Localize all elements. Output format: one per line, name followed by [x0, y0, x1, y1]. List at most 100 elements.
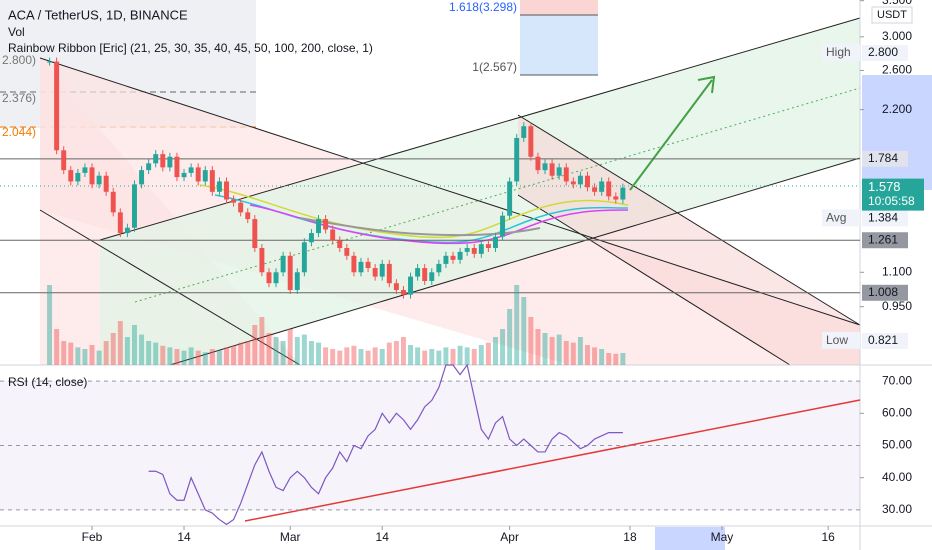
last-price-tag [862, 178, 924, 211]
trend-line [244, 399, 861, 522]
volume-bar [365, 350, 371, 365]
volume-bar [386, 342, 392, 365]
x-tick-label: 16 [821, 530, 835, 544]
candle [492, 236, 498, 248]
level-tag-label: 1.008 [868, 285, 898, 299]
volume-bar [415, 347, 421, 365]
candle [188, 167, 194, 173]
x-tick-label: 14 [177, 530, 191, 544]
candle [443, 255, 449, 264]
candle [209, 170, 215, 192]
volume-bar [195, 350, 201, 365]
volume-bar [372, 347, 378, 365]
volume-bar [160, 345, 166, 365]
volume-bar [316, 342, 321, 365]
candle [620, 187, 626, 200]
volume-bar [570, 342, 576, 365]
volume-bar [613, 353, 619, 365]
y-tick-label: 2.600 [882, 63, 912, 77]
stat-name: Low [826, 333, 848, 347]
candle [485, 244, 491, 248]
volume-bar [514, 285, 520, 365]
volume-bar [606, 353, 612, 365]
candle [500, 215, 506, 237]
stat-name: High [826, 45, 851, 59]
level-tag-label: 1.261 [868, 232, 898, 246]
volume-bar [146, 341, 152, 365]
stat-box [822, 331, 860, 349]
stat-label: 0.821 [868, 333, 898, 347]
volume-bar [478, 345, 484, 365]
volume-bar [259, 317, 265, 365]
volume-bar [103, 341, 109, 365]
candle [103, 175, 109, 192]
candle [110, 191, 116, 213]
candle [521, 126, 527, 138]
candle [563, 167, 569, 182]
volume-bar [344, 347, 350, 365]
candle [139, 170, 145, 185]
volume-bar [535, 329, 541, 365]
fib-label: 1.618(3.298) [449, 0, 517, 14]
candle [287, 255, 293, 291]
y-tick-label: 3.500 [882, 0, 912, 7]
last-price: 1.578 [868, 179, 901, 194]
volume-bar [252, 325, 258, 365]
volume-bar [592, 347, 598, 365]
volume-bar [139, 334, 145, 365]
volume-bar [549, 337, 555, 365]
candle [245, 212, 251, 220]
candle [47, 61, 53, 63]
volume-bar [273, 337, 279, 365]
volume-bar [68, 342, 74, 365]
candle [294, 272, 300, 291]
volume-bar [202, 352, 208, 365]
volume-bar [556, 334, 562, 365]
candle [351, 255, 357, 273]
candle [266, 272, 272, 284]
stat-tag [862, 45, 908, 62]
rsi-label: RSI (14, close) [8, 375, 87, 389]
volume-bar [294, 337, 300, 365]
candle [507, 181, 513, 216]
rsi-tick-label: 70.00 [882, 373, 912, 387]
candle [224, 181, 229, 200]
arrow-head [697, 75, 716, 94]
currency-box[interactable] [871, 6, 913, 24]
volume-bar [167, 347, 173, 365]
volume-bar [124, 337, 130, 365]
volume-bar [471, 349, 477, 365]
candle [82, 167, 88, 173]
x-tick-label: 14 [376, 530, 390, 544]
currency[interactable]: USDT [877, 9, 907, 21]
candle [273, 272, 279, 284]
ribbon-label: Rainbow Ribbon [Eric] (21, 25, 30, 35, 4… [8, 41, 373, 55]
candle [301, 242, 307, 273]
candle [358, 261, 364, 273]
volume-bar [393, 341, 399, 365]
volume-bar [457, 345, 463, 365]
volume-bar [563, 341, 569, 365]
left-level: 2.800) [2, 53, 36, 67]
volume-bar [351, 345, 357, 365]
volume-bar [400, 337, 406, 365]
candle [61, 150, 67, 171]
volume-bar [358, 349, 364, 365]
candle [160, 154, 166, 168]
volume-bar [209, 349, 215, 365]
x-tick-label: 18 [623, 530, 637, 544]
volume-bar [153, 342, 159, 365]
candle [252, 219, 258, 248]
candle [570, 181, 576, 185]
level-tag [862, 232, 908, 249]
candle [365, 261, 371, 269]
volume-bar [47, 285, 53, 365]
candle [124, 227, 130, 234]
fib-label: 1(2.567) [472, 60, 517, 74]
candle [408, 276, 414, 295]
volume-bar [188, 347, 194, 365]
volume-bar [287, 329, 293, 365]
rsi-tick-label: 60.00 [882, 405, 912, 419]
volume-bar [89, 345, 95, 365]
volume-bar [82, 349, 88, 365]
